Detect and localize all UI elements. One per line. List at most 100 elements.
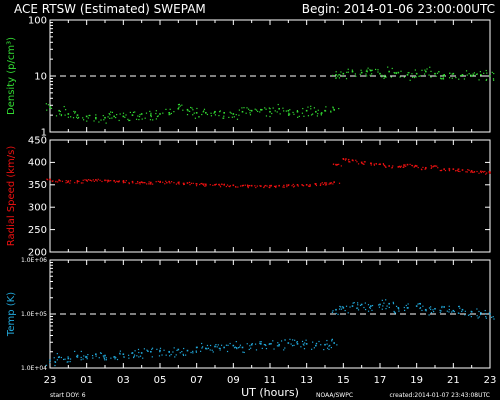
temperature-point: [131, 350, 138, 359]
density-point: [128, 111, 138, 122]
density-point: [338, 71, 348, 80]
speed-point: [110, 179, 120, 183]
density-point: [201, 108, 212, 116]
speed-ytick-label: 400: [28, 158, 47, 169]
temperature-point: [430, 306, 441, 314]
temperature-point: [385, 299, 395, 310]
density-point: [359, 69, 368, 77]
speed-point: [228, 184, 239, 188]
speed-point: [192, 182, 203, 187]
temperature-point: [102, 354, 108, 361]
x-tick-label: 23: [484, 375, 497, 386]
speed-point: [370, 162, 377, 166]
temperature-point: [165, 350, 176, 358]
temperature-ticks: 1.0E+04 1.0E+05 1.0E+06: [21, 257, 491, 372]
density-point: [274, 103, 285, 115]
temperature-point: [448, 308, 460, 314]
density-point: [177, 103, 184, 111]
x-tick-label: 15: [337, 375, 350, 386]
temperature-point: [323, 339, 330, 351]
temperature-point: [173, 347, 184, 356]
density-point: [102, 112, 111, 124]
temperature-point: [229, 340, 238, 350]
speed-point: [46, 178, 54, 182]
temperature-point: [367, 304, 374, 312]
density-point: [257, 107, 267, 113]
x-tick-label: 17: [374, 375, 387, 386]
speed-ticks: 200 250 300 350 400 450: [28, 135, 491, 258]
temperature-point: [331, 305, 341, 315]
speed-point: [332, 163, 342, 167]
temperature-point: [248, 343, 258, 351]
temperature-point: [458, 305, 466, 316]
density-ytick-label: 100: [28, 15, 47, 26]
speed-point: [430, 164, 439, 169]
speed-point: [256, 184, 267, 189]
density-point: [332, 71, 341, 79]
speed-point: [139, 181, 146, 185]
speed-point: [403, 163, 413, 167]
density-point: [82, 114, 91, 122]
temperature-point: [119, 350, 130, 359]
x-tick-label: 01: [80, 375, 93, 386]
density-point: [347, 68, 357, 77]
temperature-point: [137, 348, 145, 359]
density-ticks: 1 10 100: [28, 15, 491, 138]
temperature-point: [219, 344, 229, 353]
speed-point: [266, 184, 276, 189]
density-point: [265, 107, 274, 118]
speed-ytick-label: 450: [28, 135, 47, 146]
density-series: [45, 66, 495, 124]
speed-point: [146, 181, 154, 185]
x-tick-label: 21: [447, 375, 460, 386]
speed-point: [101, 179, 110, 183]
density-point: [118, 112, 129, 122]
speed-ytick-label: 300: [28, 203, 47, 214]
temperature-point: [276, 340, 286, 351]
temperature-point: [202, 344, 212, 351]
density-point: [155, 110, 164, 120]
speed-point: [302, 184, 311, 188]
density-point: [109, 111, 118, 120]
density-point: [219, 110, 230, 119]
density-point: [93, 114, 102, 123]
speed-point: [384, 165, 394, 169]
density-point: [384, 66, 393, 78]
density-point: [292, 107, 304, 118]
density-point: [145, 110, 154, 121]
speed-point: [55, 179, 64, 183]
temperature-point: [377, 299, 385, 310]
density-point: [229, 111, 239, 120]
speed-point: [118, 180, 127, 184]
temperature-point: [265, 340, 275, 350]
x-tick-label: 05: [154, 375, 167, 386]
temperature-point: [211, 344, 220, 353]
agency-label: NOAA/SWPC: [316, 392, 353, 399]
temperature-point: [74, 350, 82, 361]
density-point: [55, 105, 65, 117]
density-point: [45, 103, 53, 111]
density-ytick-label: 10: [34, 71, 47, 82]
x-tick-label: 13: [300, 375, 313, 386]
temperature-point: [259, 341, 266, 349]
density-point: [210, 110, 221, 117]
temperature-point: [415, 302, 422, 310]
temperature-point: [349, 302, 359, 309]
speed-ytick-label: 250: [28, 225, 47, 236]
speed-point: [292, 183, 304, 187]
temperature-point: [312, 340, 322, 349]
temperature-point: [64, 356, 72, 363]
density-point: [247, 108, 258, 116]
temperature-point: [195, 342, 203, 353]
speed-point: [439, 167, 451, 172]
temperature-point: [485, 312, 495, 320]
speed-point: [65, 180, 72, 184]
speed-point: [175, 181, 185, 186]
speed-point: [468, 169, 476, 174]
speed-point: [155, 180, 166, 185]
temperature-point: [146, 347, 154, 358]
density-point: [413, 69, 423, 79]
temperature-point: [182, 347, 194, 357]
speed-point: [128, 180, 139, 185]
